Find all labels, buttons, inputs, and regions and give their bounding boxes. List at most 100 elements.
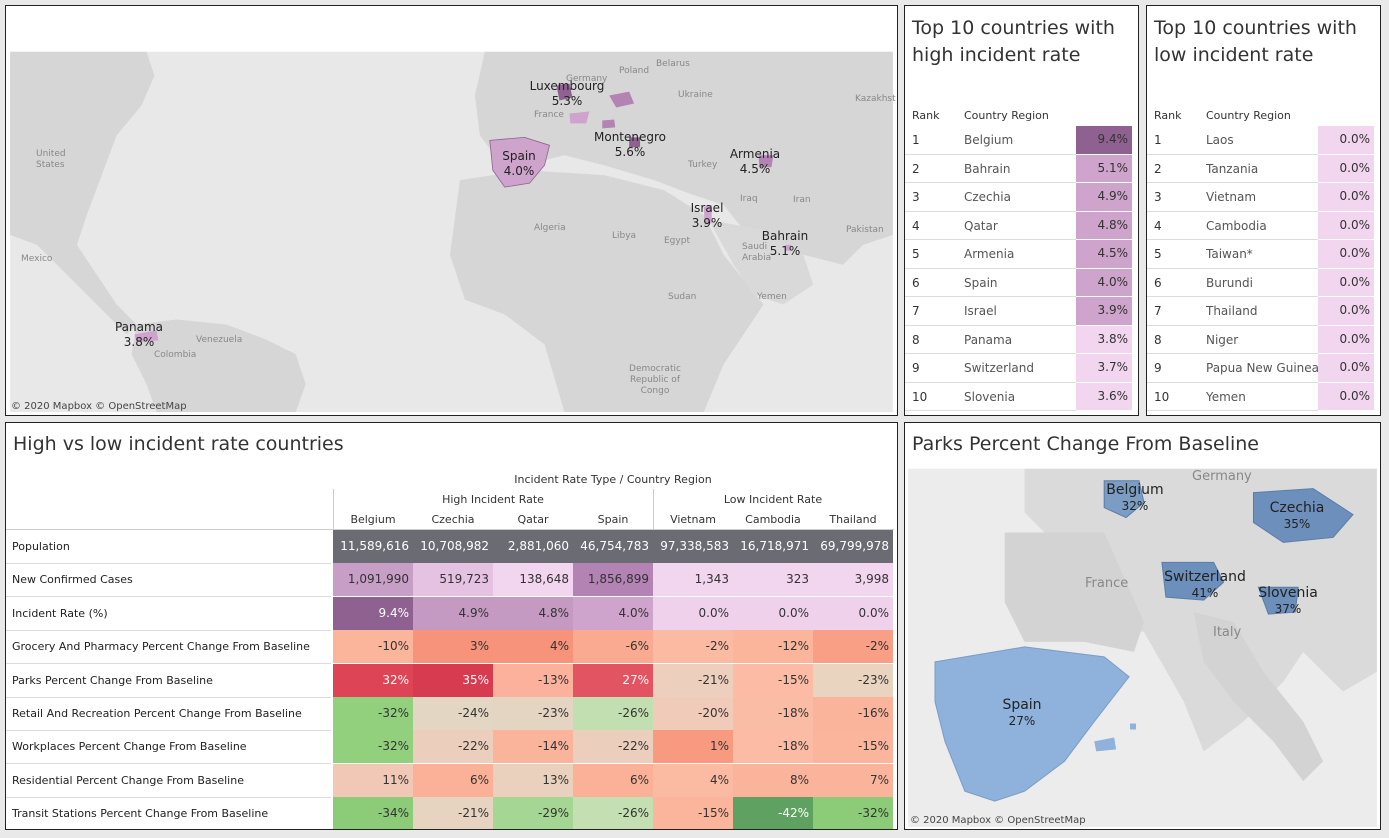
data-cell[interactable]: 519,723 <box>413 563 493 597</box>
data-cell[interactable]: 13% <box>493 763 573 797</box>
map-marker-panama[interactable]: Panama 3.8% <box>114 320 164 349</box>
data-cell[interactable]: -18% <box>733 730 813 764</box>
data-cell[interactable]: -23% <box>493 697 573 730</box>
data-cell[interactable]: 2,881,060 <box>493 530 573 563</box>
country-column-header[interactable]: Thailand <box>829 513 877 526</box>
data-cell[interactable]: 1,091,990 <box>333 563 413 597</box>
rank-row[interactable]: 9 Switzerland 3.7% <box>905 354 1138 383</box>
rank-row[interactable]: 2 Bahrain 5.1% <box>905 154 1138 183</box>
data-cell[interactable]: -15% <box>653 797 733 829</box>
data-cell[interactable]: 10,708,982 <box>413 530 493 563</box>
rank-row[interactable]: 5 Taiwan* 0.0% <box>1147 240 1380 269</box>
data-cell[interactable]: 46,754,783 <box>573 530 653 563</box>
data-cell[interactable]: 138,648 <box>493 563 573 597</box>
parks-marker-spain[interactable]: Spain 27% <box>1002 697 1042 728</box>
parks-map[interactable] <box>905 423 1380 829</box>
data-cell[interactable]: 4% <box>653 763 733 797</box>
rank-row[interactable]: 6 Spain 4.0% <box>905 268 1138 297</box>
country-column-header[interactable]: Vietnam <box>670 513 716 526</box>
data-cell[interactable]: -16% <box>813 697 893 730</box>
data-cell[interactable]: -15% <box>813 730 893 764</box>
rank-row[interactable]: 7 Israel 3.9% <box>905 297 1138 326</box>
data-cell[interactable]: -32% <box>813 797 893 829</box>
data-cell[interactable]: 11,589,616 <box>333 530 413 563</box>
rank-row[interactable]: 1 Laos 0.0% <box>1147 126 1380 155</box>
rank-row[interactable]: 4 Qatar 4.8% <box>905 211 1138 240</box>
data-cell[interactable]: -32% <box>333 730 413 764</box>
map-marker-armenia[interactable]: Armenia 4.5% <box>729 147 781 176</box>
data-cell[interactable]: 35% <box>413 663 493 697</box>
country-column-header[interactable]: Belgium <box>350 513 396 526</box>
data-cell[interactable]: -15% <box>733 663 813 697</box>
data-cell[interactable]: -13% <box>493 663 573 697</box>
data-cell[interactable]: 0.0% <box>653 596 733 630</box>
data-cell[interactable]: 97,338,583 <box>653 530 733 563</box>
data-cell[interactable]: -29% <box>493 797 573 829</box>
data-cell[interactable]: 9.4% <box>333 596 413 630</box>
parks-marker-belgium[interactable]: Belgium 32% <box>1106 482 1164 513</box>
map-copyright[interactable]: © 2020 Mapbox © OpenStreetMap <box>910 815 1086 826</box>
rank-row[interactable]: 9 Papua New Guinea 0.0% <box>1147 354 1380 383</box>
data-cell[interactable]: -2% <box>813 630 893 664</box>
data-cell[interactable]: 6% <box>413 763 493 797</box>
rank-row[interactable]: 4 Cambodia 0.0% <box>1147 211 1380 240</box>
data-cell[interactable]: -10% <box>333 630 413 664</box>
rank-row[interactable]: 8 Niger 0.0% <box>1147 325 1380 354</box>
data-cell[interactable]: 1,343 <box>653 563 733 597</box>
data-cell[interactable]: -6% <box>573 630 653 664</box>
data-cell[interactable]: 4.0% <box>573 596 653 630</box>
data-cell[interactable]: 8% <box>733 763 813 797</box>
data-cell[interactable]: -21% <box>413 797 493 829</box>
world-map[interactable] <box>6 6 897 415</box>
parks-marker-switzerland[interactable]: Switzerland 41% <box>1164 569 1246 600</box>
data-cell[interactable]: 16,718,971 <box>733 530 813 563</box>
data-cell[interactable]: 1% <box>653 730 733 764</box>
data-cell[interactable]: -22% <box>413 730 493 764</box>
data-cell[interactable]: 4.9% <box>413 596 493 630</box>
map-marker-luxembourg[interactable]: Luxembourg 5.3% <box>529 79 605 108</box>
country-column-header[interactable]: Cambodia <box>745 513 801 526</box>
country-column-header[interactable]: Spain <box>597 513 629 526</box>
data-cell[interactable]: -34% <box>333 797 413 829</box>
data-cell[interactable]: 3% <box>413 630 493 664</box>
data-cell[interactable]: 27% <box>573 663 653 697</box>
rank-row[interactable]: 10 Slovenia 3.6% <box>905 382 1138 411</box>
data-cell[interactable]: 6% <box>573 763 653 797</box>
map-marker-montenegro[interactable]: Montenegro 5.6% <box>593 130 667 159</box>
data-cell[interactable]: -24% <box>413 697 493 730</box>
data-cell[interactable]: 32% <box>333 663 413 697</box>
data-cell[interactable]: -20% <box>653 697 733 730</box>
country-column-header[interactable]: Czechia <box>431 513 475 526</box>
country-column-header[interactable]: Qatar <box>517 513 549 526</box>
data-cell[interactable]: 7% <box>813 763 893 797</box>
rank-row[interactable]: 6 Burundi 0.0% <box>1147 268 1380 297</box>
data-cell[interactable]: 0.0% <box>733 596 813 630</box>
rank-row[interactable]: 3 Czechia 4.9% <box>905 183 1138 212</box>
parks-marker-slovenia[interactable]: Slovenia 37% <box>1258 585 1318 616</box>
rank-row[interactable]: 7 Thailand 0.0% <box>1147 297 1380 326</box>
data-cell[interactable]: -14% <box>493 730 573 764</box>
map-marker-bahrain[interactable]: Bahrain 5.1% <box>761 229 809 258</box>
data-cell[interactable]: 11% <box>333 763 413 797</box>
data-cell[interactable]: -42% <box>733 797 813 829</box>
rank-row[interactable]: 2 Tanzania 0.0% <box>1147 154 1380 183</box>
map-marker-israel[interactable]: Israel 3.9% <box>690 201 724 230</box>
data-cell[interactable]: -26% <box>573 797 653 829</box>
data-cell[interactable]: 4% <box>493 630 573 664</box>
data-cell[interactable]: -32% <box>333 697 413 730</box>
data-cell[interactable]: -2% <box>653 630 733 664</box>
parks-marker-czechia[interactable]: Czechia 35% <box>1269 500 1325 531</box>
rank-row[interactable]: 1 Belgium 9.4% <box>905 126 1138 155</box>
data-cell[interactable]: -21% <box>653 663 733 697</box>
rank-row[interactable]: 5 Armenia 4.5% <box>905 240 1138 269</box>
data-cell[interactable]: 3,998 <box>813 563 893 597</box>
data-cell[interactable]: 0.0% <box>813 596 893 630</box>
data-cell[interactable]: 1,856,899 <box>573 563 653 597</box>
rank-row[interactable]: 8 Panama 3.8% <box>905 325 1138 354</box>
rank-row[interactable]: 10 Yemen 0.0% <box>1147 382 1380 411</box>
map-copyright[interactable]: © 2020 Mapbox © OpenStreetMap <box>11 401 187 412</box>
data-cell[interactable]: 69,799,978 <box>813 530 893 563</box>
data-cell[interactable]: -22% <box>573 730 653 764</box>
data-cell[interactable]: -23% <box>813 663 893 697</box>
data-cell[interactable]: -26% <box>573 697 653 730</box>
